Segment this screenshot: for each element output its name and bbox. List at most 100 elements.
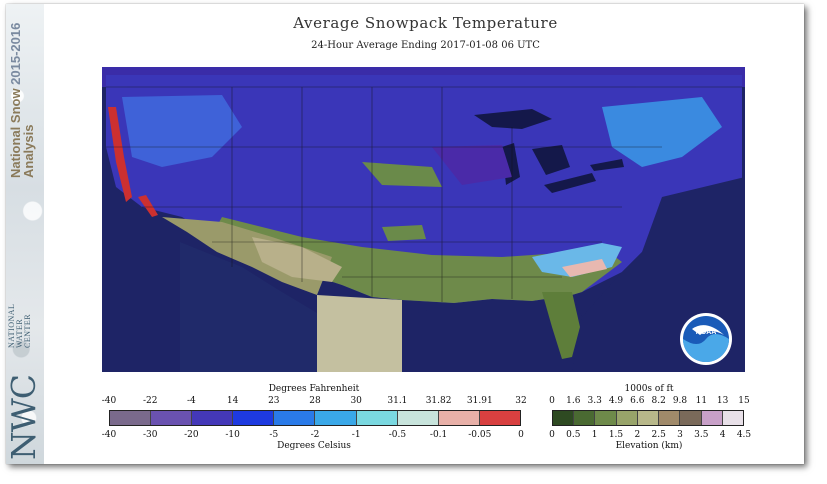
legend-tick-label: 2: [634, 430, 641, 440]
colorbar-swatch: [397, 411, 439, 425]
legend-tick-label: 0: [549, 396, 555, 406]
northeast-snow: [602, 97, 722, 167]
legend-tick-label: -2: [310, 430, 320, 440]
legend-tick-label: 0.5: [566, 430, 581, 440]
temperature-colorbar: [109, 410, 521, 426]
colorbar-swatch: [110, 411, 152, 425]
nsa-line2: Analysis: [21, 124, 36, 178]
nwc-name: NATIONAL WATER CENTER: [7, 304, 32, 348]
near-melt-zone: [562, 259, 607, 277]
gulf-of-mexico: [402, 295, 582, 372]
colorbar-swatch: [680, 411, 702, 425]
kansas-bare: [382, 225, 426, 241]
celsius-title: Degrees Celsius: [277, 441, 351, 451]
elevation-ft-ticks: 0 1.6 3.3 4.9 6.6 8.2 9.8 11 13 15: [548, 396, 750, 408]
state-borders: [106, 86, 742, 302]
temperature-legend: Degrees Fahrenheit -40 -22 -4 14 23 28 30 31.1 3…: [101, 384, 527, 454]
legend-tick-label: 4.5: [736, 430, 752, 440]
legend-tick-label: 14: [226, 396, 239, 406]
snowpack-map: NOAA: [102, 67, 745, 372]
legend-tick-label: -0.1: [429, 430, 448, 440]
legend-tick-label: 0: [549, 430, 555, 440]
nwc-sidebar: [6, 4, 44, 464]
legend-tick-label: -40: [101, 430, 117, 440]
legend-tick-label: 31.82: [425, 396, 452, 406]
snow-texture: [6, 4, 44, 464]
west-coast-melt: [108, 107, 132, 202]
legend-tick-label: -22: [142, 396, 158, 406]
legend-tick-label: -1: [351, 430, 361, 440]
legend-tick-label: 31.91: [466, 396, 493, 406]
midwest-cold: [432, 145, 512, 185]
legend-tick-label: -5: [269, 430, 279, 440]
legend-tick-label: -0.05: [468, 430, 492, 440]
legend-tick-label: 32: [515, 396, 527, 406]
lake-erie: [544, 173, 596, 193]
colorbar-swatch: [637, 411, 660, 425]
colorbar-swatch: [722, 411, 743, 425]
colorbar-swatch: [659, 411, 681, 425]
legend-tick-label: -20: [184, 430, 199, 440]
mexico-land: [317, 295, 402, 372]
fahrenheit-title: Degrees Fahrenheit: [268, 384, 360, 394]
legend-tick-label: 15: [738, 396, 750, 406]
legend-tick-label: 3.5: [694, 430, 709, 440]
fahrenheit-ticks: -40 -22 -4 14 23 28 30 31.1 31.82 31.91 32: [101, 396, 527, 408]
legend-tick-label: 13: [716, 396, 729, 406]
legend-tick-label: 1.5: [608, 430, 624, 440]
lake-superior: [474, 109, 552, 129]
legend-tick-label: 9.8: [672, 396, 688, 406]
legend-tick-label: 11: [695, 396, 708, 406]
colorbar-swatch: [438, 411, 480, 425]
florida: [542, 292, 580, 359]
colorbar-swatch: [233, 411, 275, 425]
legend-tick-label: 30: [350, 396, 362, 406]
elevation-ft-title: 1000s of ft: [624, 384, 674, 394]
legend-tick-label: 3: [677, 430, 683, 440]
legend-tick-label: 2.5: [651, 430, 666, 440]
colorbar-swatch: [595, 411, 617, 425]
noaa-text: NOAA: [695, 329, 717, 336]
desert: [252, 237, 342, 282]
noaa-logo: [680, 313, 732, 365]
legend-tick-label: 31.1: [387, 396, 408, 406]
nwc-logo: NWC: [4, 374, 43, 460]
nwc-line3: CENTER: [23, 313, 32, 348]
colorbar-swatch: [701, 411, 723, 425]
colorbar-swatch: [553, 411, 575, 425]
legend-tick-label: -4: [187, 396, 196, 406]
legend-tick-label: 8.2: [651, 396, 666, 406]
elevation-km-title: Elevation (km): [615, 441, 683, 451]
lake-ontario: [590, 159, 624, 171]
legend-tick-label: 23: [268, 396, 280, 406]
map-title: Average Snowpack Temperature: [293, 14, 558, 32]
colorbar-swatch: [151, 411, 193, 425]
colorbar-swatch: [356, 411, 398, 425]
legend-tick-label: 4: [719, 430, 726, 440]
colorbar-swatch: [192, 411, 234, 425]
lake-huron: [532, 145, 570, 175]
plains-bare: [362, 162, 442, 187]
sierra-melt: [138, 195, 158, 217]
legend-tick-label: 1.6: [566, 396, 581, 406]
legend-tick-label: 4.9: [608, 396, 624, 406]
colorbar-swatch: [479, 411, 520, 425]
legend-tick-label: 6.6: [630, 396, 645, 406]
colorbar-swatch: [574, 411, 596, 425]
legend-tick-label: 28: [309, 396, 321, 406]
colorbar-swatch: [315, 411, 357, 425]
elevation-colorbar: [552, 410, 744, 426]
elevation-km-ticks: 0 0.5 1 1.5 2 2.5 3 3.5 4 4.5: [548, 430, 752, 442]
legend-tick-label: -30: [142, 430, 158, 440]
map-subtitle: 24-Hour Average Ending 2017-01-08 06 UTC: [311, 40, 540, 51]
colorbar-swatch: [616, 411, 638, 425]
bare-ground-south: [212, 217, 622, 303]
northwest-snow: [122, 95, 242, 167]
colorbar-swatch: [274, 411, 316, 425]
legend-tick-label: 1: [591, 430, 598, 440]
celsius-ticks: -40 -30 -20 -10 -5 -2 -1 -0.5 -0.1 -0.05 0: [101, 430, 524, 442]
nsa-branding: National Snow 2015-2016 Analysis: [8, 8, 36, 178]
legend-tick-label: -40: [101, 396, 117, 406]
legend-tick-label: -10: [225, 430, 240, 440]
